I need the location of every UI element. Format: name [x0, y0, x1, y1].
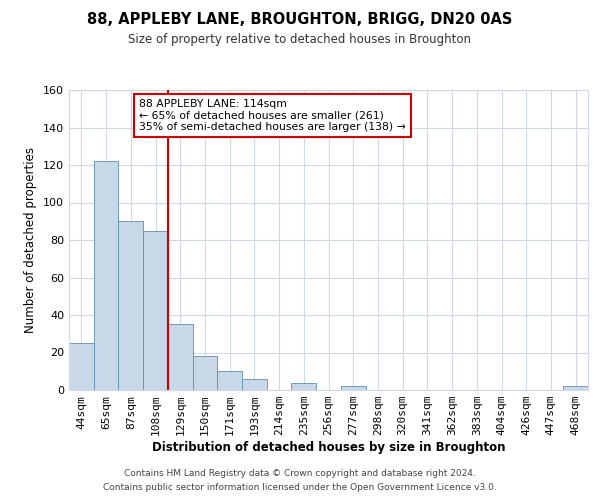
- Bar: [143, 230, 168, 390]
- Bar: [69, 343, 94, 390]
- Bar: [94, 161, 118, 390]
- Bar: [217, 371, 242, 390]
- Y-axis label: Number of detached properties: Number of detached properties: [25, 147, 37, 333]
- Bar: [242, 379, 267, 390]
- Bar: [292, 382, 316, 390]
- Bar: [193, 356, 217, 390]
- Text: 88 APPLEBY LANE: 114sqm
← 65% of detached houses are smaller (261)
35% of semi-d: 88 APPLEBY LANE: 114sqm ← 65% of detache…: [139, 99, 406, 132]
- Text: Contains HM Land Registry data © Crown copyright and database right 2024.: Contains HM Land Registry data © Crown c…: [124, 468, 476, 477]
- Bar: [341, 386, 365, 390]
- Bar: [118, 221, 143, 390]
- Text: 88, APPLEBY LANE, BROUGHTON, BRIGG, DN20 0AS: 88, APPLEBY LANE, BROUGHTON, BRIGG, DN20…: [88, 12, 512, 28]
- Bar: [563, 386, 588, 390]
- X-axis label: Distribution of detached houses by size in Broughton: Distribution of detached houses by size …: [152, 441, 505, 454]
- Text: Contains public sector information licensed under the Open Government Licence v3: Contains public sector information licen…: [103, 484, 497, 492]
- Bar: [168, 324, 193, 390]
- Text: Size of property relative to detached houses in Broughton: Size of property relative to detached ho…: [128, 32, 472, 46]
